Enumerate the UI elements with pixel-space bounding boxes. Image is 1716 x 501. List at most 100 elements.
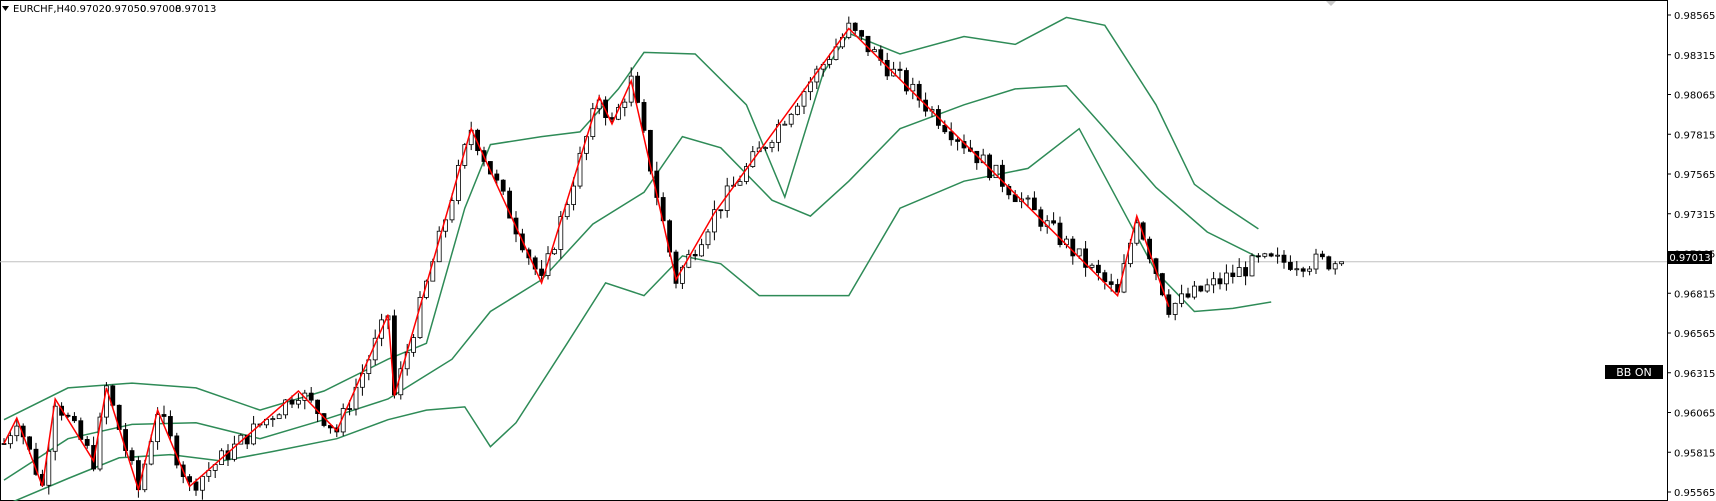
candle-body <box>507 190 513 219</box>
candle-body <box>1172 302 1178 315</box>
y-tick-label: 0.95815 <box>1674 448 1715 459</box>
header-high: 0.97050 <box>105 4 146 15</box>
chart-header: EURCHF,H4 0.97020 0.97050 0.97008 0.9701… <box>2 4 216 15</box>
candle-body <box>1236 267 1242 277</box>
candle-body <box>552 249 557 255</box>
candle-body <box>641 102 647 131</box>
candle-body <box>1025 197 1031 200</box>
candle-body <box>744 166 749 182</box>
candle-body <box>276 414 282 420</box>
y-tick-label: 0.97565 <box>1674 170 1715 181</box>
candle-body <box>635 75 640 103</box>
candle-body <box>84 439 90 446</box>
triangle-down-icon[interactable] <box>2 6 9 11</box>
candle-body <box>648 129 653 172</box>
candle-body <box>1185 293 1191 298</box>
candle-body <box>1076 248 1082 257</box>
candle-body <box>295 400 301 405</box>
candle-body <box>904 70 909 92</box>
candle-body <box>788 113 794 125</box>
candle-body <box>795 105 800 115</box>
candle-body <box>1249 255 1255 277</box>
bb-on-badge-box[interactable] <box>1605 365 1663 379</box>
candle-body <box>1192 285 1197 298</box>
header-open: 0.97020 <box>70 4 111 15</box>
candle-body <box>897 68 903 71</box>
candle-body <box>1204 284 1210 292</box>
bollinger-lower-line <box>12 127 1272 501</box>
y-tick-label: 0.98315 <box>1674 51 1715 62</box>
candle-body <box>1243 267 1248 277</box>
candle-body <box>417 297 423 338</box>
candle-body <box>494 173 500 181</box>
candles <box>1 16 1344 500</box>
candle-body <box>449 200 455 221</box>
candle-body <box>1051 220 1056 224</box>
candle-body <box>1230 272 1236 277</box>
candle-body <box>1140 222 1146 240</box>
candle-body <box>699 244 704 257</box>
candle-body <box>1000 164 1005 187</box>
y-tick-label: 0.96815 <box>1674 289 1715 300</box>
y-tick-label: 0.97315 <box>1674 210 1715 221</box>
candle-body <box>1198 285 1204 292</box>
candle-body <box>231 443 237 460</box>
candle-body <box>315 399 321 414</box>
candle-body <box>801 91 807 107</box>
candle-body <box>1006 185 1012 196</box>
candle-body <box>993 164 999 179</box>
candle-body <box>46 450 52 486</box>
candle-body <box>1083 248 1088 268</box>
candle-body <box>187 476 193 483</box>
candle-body <box>1108 281 1114 285</box>
bb-on-badge[interactable]: BB ON <box>1605 365 1663 379</box>
candle-body <box>577 152 583 187</box>
price-label: 0.97013 <box>1668 251 1712 264</box>
candle-body <box>718 209 724 212</box>
candle-body <box>737 181 743 186</box>
y-tick-label: 0.96065 <box>1674 409 1715 420</box>
candle-body <box>1326 256 1332 270</box>
candle-body <box>1300 268 1306 272</box>
candle-body <box>1089 264 1095 268</box>
candle-body <box>539 268 544 276</box>
scroll-marker-icon[interactable] <box>1326 1 1336 6</box>
candle-body <box>167 416 173 437</box>
candle-body <box>1 443 7 445</box>
candle-body <box>462 144 468 166</box>
candle-body <box>1339 261 1344 265</box>
y-tick-label: 0.96315 <box>1674 369 1715 380</box>
candle-body <box>251 423 257 445</box>
candle-body <box>1262 253 1268 257</box>
candle-body <box>270 418 276 421</box>
candle-body <box>1275 254 1280 257</box>
candle-body <box>1288 261 1293 270</box>
candle-body <box>948 131 954 141</box>
candle-body <box>347 408 353 410</box>
candle-body <box>769 141 775 148</box>
candle-body <box>942 124 948 133</box>
candle-body <box>1179 293 1184 304</box>
header-low: 0.97008 <box>140 4 181 15</box>
candle-body <box>622 101 628 108</box>
candle-body <box>955 139 960 142</box>
candle-body <box>33 448 39 475</box>
candle-body <box>27 436 33 450</box>
candle-body <box>7 435 13 445</box>
candle-body <box>129 450 135 461</box>
price-label-text: 0.97013 <box>1669 253 1710 264</box>
candle-body <box>692 254 698 257</box>
candle-body <box>97 416 103 470</box>
bb-on-badge-label: BB ON <box>1616 366 1651 379</box>
candle-body <box>1313 253 1319 270</box>
candle-body <box>558 216 564 250</box>
candle-body <box>872 49 877 53</box>
candle-body <box>1217 278 1223 285</box>
candle-body <box>308 392 314 401</box>
candle-body <box>571 185 576 205</box>
candle-body <box>916 83 922 101</box>
candle-body <box>910 83 916 92</box>
candle-body <box>14 425 20 437</box>
